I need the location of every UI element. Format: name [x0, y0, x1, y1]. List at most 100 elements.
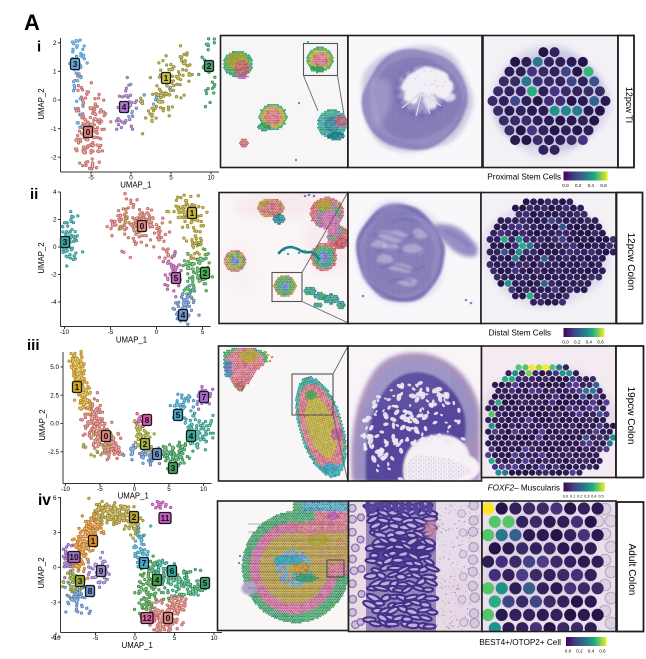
svg-text:6: 6 [155, 449, 160, 459]
svg-text:5: 5 [167, 486, 171, 493]
svg-text:9: 9 [99, 566, 104, 576]
svg-text:1: 1 [53, 69, 57, 76]
svg-text:0: 0 [133, 635, 137, 642]
svg-text:3: 3 [53, 530, 57, 537]
svg-text:0.3: 0.3 [584, 495, 589, 499]
svg-text:2: 2 [203, 268, 208, 278]
svg-text:6: 6 [170, 566, 175, 576]
svg-text:8: 8 [88, 586, 93, 596]
svg-text:5: 5 [201, 329, 205, 336]
svg-text:1: 1 [190, 208, 195, 218]
svg-text:5: 5 [176, 410, 181, 420]
svg-text:0: 0 [86, 127, 91, 137]
svg-text:2.5: 2.5 [50, 392, 59, 399]
svg-text:0.6: 0.6 [599, 649, 606, 654]
svg-text:11: 11 [161, 513, 170, 523]
svg-text:-2: -2 [51, 154, 57, 161]
svg-text:3: 3 [78, 576, 83, 586]
svg-text:2: 2 [53, 40, 57, 47]
svg-text:0: 0 [155, 329, 159, 336]
svg-text:-4: -4 [51, 299, 57, 306]
svg-text:-6: -6 [51, 634, 57, 641]
svg-text:-10: -10 [61, 486, 71, 493]
svg-text:UMAP_2: UMAP_2 [37, 242, 46, 273]
svg-text:FOXF2– Muscularis: FOXF2– Muscularis [488, 484, 560, 493]
svg-text:0.6: 0.6 [600, 183, 607, 188]
svg-text:4: 4 [155, 575, 160, 585]
svg-text:5: 5 [173, 635, 177, 642]
svg-text:0.2: 0.2 [574, 340, 581, 345]
svg-text:UMAP_1: UMAP_1 [118, 492, 149, 501]
svg-text:10: 10 [207, 175, 215, 182]
svg-text:0: 0 [53, 97, 57, 104]
svg-text:7: 7 [202, 392, 207, 402]
svg-text:1: 1 [91, 536, 96, 546]
svg-text:4: 4 [181, 310, 186, 320]
svg-text:3: 3 [73, 59, 78, 69]
svg-text:2: 2 [143, 439, 148, 449]
svg-text:Distal Stem Cells: Distal Stem Cells [489, 329, 551, 338]
svg-text:UMAP_2: UMAP_2 [37, 88, 46, 119]
svg-text:i: i [37, 39, 41, 56]
svg-text:0.1: 0.1 [570, 495, 575, 499]
svg-text:0.4: 0.4 [586, 340, 593, 345]
svg-text:12pcw Colon: 12pcw Colon [625, 233, 636, 291]
svg-text:6: 6 [53, 495, 57, 502]
svg-text:4: 4 [122, 102, 127, 112]
svg-text:Proximal Stem Cells: Proximal Stem Cells [487, 173, 561, 182]
svg-text:10: 10 [200, 486, 208, 493]
svg-text:0.0: 0.0 [563, 495, 568, 499]
svg-text:10: 10 [69, 552, 79, 562]
svg-text:0.5: 0.5 [598, 495, 603, 499]
svg-text:0.6: 0.6 [597, 340, 604, 345]
svg-text:0: 0 [133, 486, 137, 493]
svg-text:5.0: 5.0 [50, 364, 59, 371]
svg-text:0.4: 0.4 [591, 495, 596, 499]
svg-text:0.4: 0.4 [588, 183, 595, 188]
svg-text:UMAP_2: UMAP_2 [37, 557, 46, 588]
svg-text:iv: iv [38, 492, 51, 509]
svg-text:-2: -2 [51, 272, 57, 279]
svg-text:4: 4 [53, 189, 57, 196]
svg-text:0.0: 0.0 [562, 340, 569, 345]
svg-text:-3: -3 [51, 599, 57, 606]
svg-text:ii: ii [30, 186, 38, 203]
svg-text:-5: -5 [93, 635, 99, 642]
svg-text:5: 5 [169, 175, 173, 182]
svg-text:0.2: 0.2 [577, 495, 582, 499]
svg-text:2: 2 [207, 61, 212, 71]
svg-text:-1: -1 [51, 126, 57, 133]
svg-text:8: 8 [145, 415, 150, 425]
svg-text:3: 3 [63, 237, 68, 247]
svg-text:UMAP_2: UMAP_2 [38, 409, 47, 440]
svg-text:1: 1 [164, 73, 169, 83]
svg-text:12pcw TI: 12pcw TI [624, 87, 634, 123]
svg-text:12: 12 [142, 613, 152, 623]
svg-text:0: 0 [129, 175, 133, 182]
svg-text:0: 0 [140, 221, 145, 231]
svg-text:iii: iii [27, 337, 40, 354]
svg-text:UMAP_1: UMAP_1 [120, 181, 151, 190]
svg-text:0.0: 0.0 [562, 183, 569, 188]
svg-text:0: 0 [53, 565, 57, 572]
svg-text:5: 5 [174, 273, 179, 283]
svg-text:0.2: 0.2 [575, 183, 582, 188]
svg-text:19pcw Colon: 19pcw Colon [625, 387, 636, 445]
svg-text:10: 10 [210, 635, 218, 642]
svg-text:7: 7 [142, 558, 147, 568]
svg-text:2: 2 [132, 512, 137, 522]
svg-text:0.0: 0.0 [565, 649, 572, 654]
svg-text:1: 1 [75, 382, 80, 392]
svg-text:-5: -5 [88, 175, 94, 182]
svg-text:0: 0 [104, 431, 109, 441]
svg-text:-5: -5 [97, 486, 103, 493]
svg-text:3: 3 [171, 463, 176, 473]
svg-text:Adult Colon: Adult Colon [626, 544, 637, 596]
svg-text:-10: -10 [60, 329, 70, 336]
svg-text:A: A [24, 10, 40, 35]
svg-text:BEST4+/OTOP2+ Cell: BEST4+/OTOP2+ Cell [479, 638, 561, 647]
svg-text:-10: -10 [51, 635, 61, 642]
svg-text:2: 2 [53, 217, 57, 224]
svg-text:0: 0 [166, 613, 171, 623]
svg-text:0.0: 0.0 [50, 421, 59, 428]
